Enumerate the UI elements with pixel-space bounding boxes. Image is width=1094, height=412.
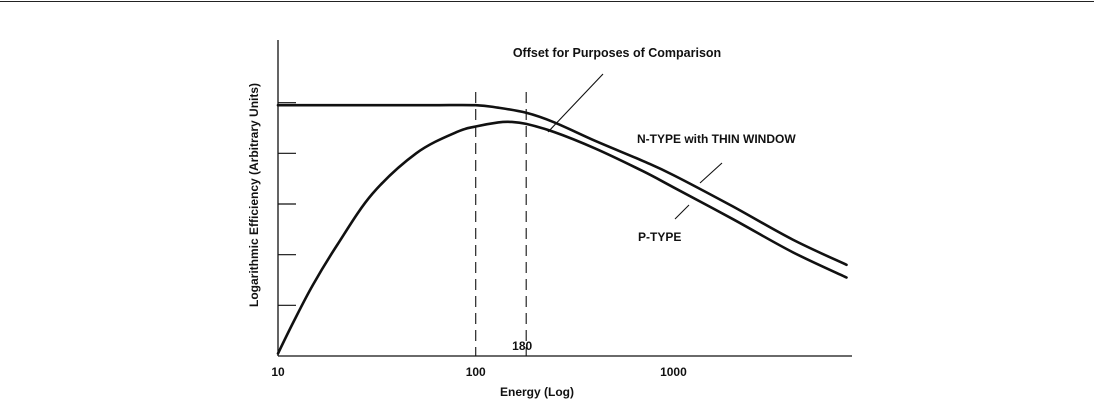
chart-title: Offset for Purposes of Comparison xyxy=(513,46,721,60)
title-leader-line xyxy=(547,73,604,133)
x-tick-labels: 10 100 1000 xyxy=(271,365,687,379)
reference-line-label-180: 180 xyxy=(512,339,532,353)
annotation-n-type: N-TYPE with THIN WINDOW xyxy=(637,132,796,146)
series-curves xyxy=(276,103,848,355)
n-type-leader-line xyxy=(699,162,723,184)
y-axis-label: Logarithmic Efficiency (Arbitrary Units) xyxy=(247,83,261,307)
reference-lines: 180 xyxy=(475,92,533,356)
p-type-leader-line xyxy=(674,204,690,220)
x-tick-label-1000: 1000 xyxy=(660,365,687,379)
x-axis-label: Energy (Log) xyxy=(500,385,574,399)
series-n-type-thin-window xyxy=(276,103,848,267)
y-ticks xyxy=(278,102,296,306)
series-p-type xyxy=(276,120,848,355)
x-tick-label-100: 100 xyxy=(466,365,486,379)
annotation-p-type: P-TYPE xyxy=(638,230,681,244)
x-tick-label-10: 10 xyxy=(271,365,285,379)
